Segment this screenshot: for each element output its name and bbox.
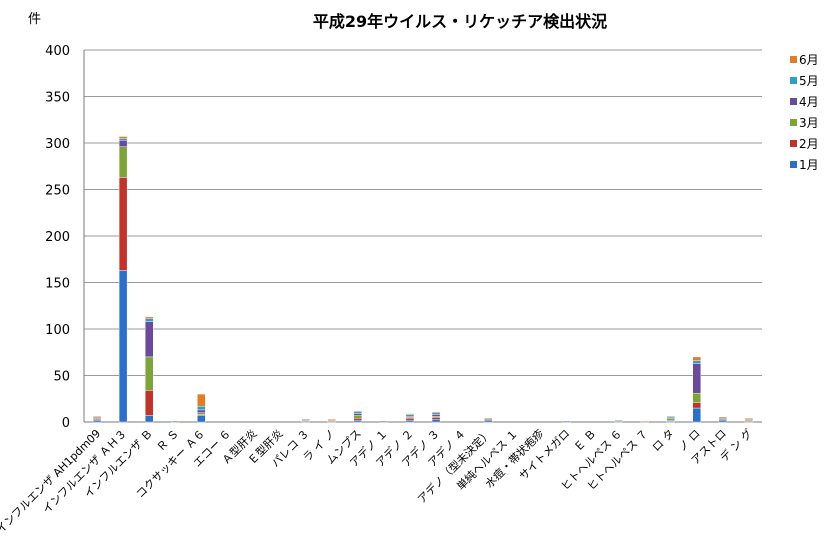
legend-swatch (790, 56, 797, 63)
bar-segment (197, 415, 206, 423)
bar-segment (431, 417, 441, 420)
bar-segment (405, 418, 415, 421)
bar-segment (171, 420, 180, 423)
bar-segment (666, 416, 675, 418)
bar-segment (692, 356, 702, 361)
x-tick-label: ロ タ (650, 427, 677, 454)
y-tick-label: 0 (62, 416, 70, 431)
legend-label: 3月 (799, 116, 819, 130)
bar-segment (197, 393, 206, 407)
legend-swatch (790, 140, 797, 147)
bar-segment (144, 356, 154, 391)
legend-label: 6月 (799, 53, 819, 67)
bar-segment (353, 410, 363, 412)
bar-segment (692, 363, 702, 394)
bar-segment (405, 414, 415, 417)
legend-swatch (790, 119, 797, 126)
y-tick-label: 100 (45, 323, 70, 338)
bar-segment (353, 418, 363, 421)
bar-segment (744, 418, 754, 420)
bar-segment (327, 419, 336, 421)
bar-segment (562, 420, 571, 423)
y-tick-label: 350 (45, 91, 70, 106)
bar-segment (431, 414, 441, 417)
bar-segment (431, 412, 441, 415)
legend-swatch (790, 161, 797, 168)
bar-segment (144, 415, 154, 423)
bar-segment (92, 419, 102, 423)
bar-segment (144, 321, 154, 358)
bar-segment (118, 138, 128, 141)
bar-segment (666, 418, 675, 421)
y-tick-label: 400 (45, 44, 70, 59)
bar-segment (718, 419, 728, 423)
bar-segment (692, 402, 702, 409)
y-tick-label: 250 (45, 184, 70, 199)
bar-segment (353, 411, 363, 414)
bar-segment (353, 419, 363, 423)
legend-swatch (790, 77, 797, 84)
bar-segment (353, 413, 363, 416)
bar-segment (483, 418, 493, 420)
bar-segment (405, 419, 415, 423)
legend-swatch (790, 98, 797, 105)
legend-label: 5月 (799, 74, 819, 88)
legend-label: 4月 (799, 95, 819, 109)
bar-segment (144, 316, 154, 319)
bar-segment (483, 419, 493, 423)
chart-title: 平成29年ウイルス・リケッチア検出状況 (312, 12, 608, 31)
bar-segment (197, 409, 206, 413)
bar-segment (92, 416, 102, 418)
bar-segment (405, 413, 415, 415)
x-tick-label: インフルエンザ AH1pdm09 (0, 427, 103, 536)
bar-segment (718, 417, 728, 419)
bar-segment (692, 392, 702, 403)
legend-label: 2月 (799, 137, 819, 151)
bar-segment (118, 270, 128, 423)
bar-segment (118, 136, 128, 139)
bar-segment (197, 412, 206, 415)
bar-segment (118, 140, 128, 147)
legend-label: 1月 (799, 158, 819, 172)
bar-segment (144, 390, 154, 416)
bar-segment (431, 411, 441, 413)
bar-segment (118, 177, 128, 271)
bar-segment (614, 419, 623, 422)
bar-segment (640, 420, 649, 423)
y-tick-label: 50 (53, 370, 70, 385)
bar-segment (118, 146, 128, 178)
y-tick-label: 200 (45, 230, 70, 245)
y-axis-unit-label: 件 (28, 12, 42, 27)
bar-segment (144, 318, 154, 322)
bar-segment (692, 360, 702, 364)
y-tick-label: 150 (45, 277, 70, 292)
bar-segment (692, 407, 702, 423)
bar-segment (197, 405, 206, 411)
bar-segment (353, 415, 363, 419)
y-tick-label: 300 (45, 137, 70, 152)
bar-segment (301, 419, 310, 421)
bar-segment (379, 420, 389, 423)
bar-segment (431, 419, 441, 423)
